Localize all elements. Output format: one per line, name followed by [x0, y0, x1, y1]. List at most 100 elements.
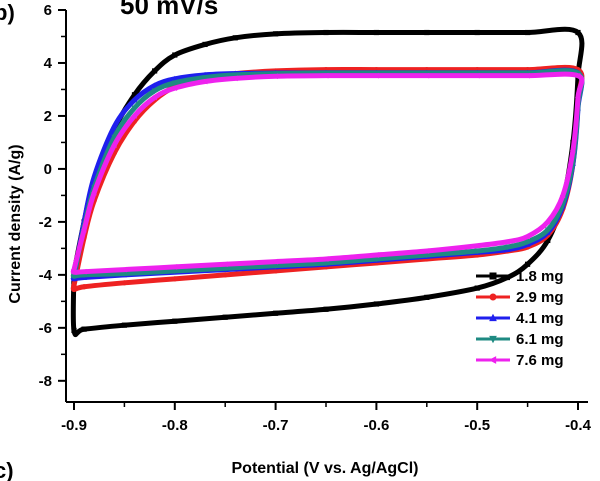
y-tick-label: -4 — [39, 267, 53, 284]
data-point — [474, 248, 481, 255]
data-point — [121, 280, 128, 286]
chart-title: 50 mV/s — [120, 0, 218, 20]
data-point — [272, 263, 279, 269]
data-point — [524, 233, 530, 240]
data-point — [111, 134, 118, 141]
data-point — [222, 314, 228, 320]
y-tick-label: 2 — [44, 108, 52, 125]
legend-swatch-marker — [489, 313, 497, 322]
legend-swatch-marker — [489, 335, 497, 344]
data-point — [172, 276, 178, 282]
legend-label: 7.6 mg — [516, 352, 564, 369]
data-point — [71, 282, 77, 289]
data-point — [272, 73, 278, 80]
plot-area — [70, 26, 585, 337]
data-point — [474, 242, 480, 249]
data-point — [525, 29, 531, 36]
data-point — [273, 268, 279, 274]
y-axis-title: Current density (A/g) — [7, 144, 24, 303]
data-point — [222, 272, 228, 278]
data-point — [569, 147, 576, 154]
data-point — [323, 306, 329, 312]
data-point — [424, 294, 430, 300]
x-tick-label: -0.7 — [263, 417, 289, 434]
data-point — [373, 252, 379, 258]
data-point — [504, 238, 510, 245]
data-point — [574, 72, 581, 79]
data-point — [544, 227, 551, 233]
data-point — [423, 72, 430, 79]
legend-item: 7.6 mg — [476, 352, 564, 369]
data-point — [232, 35, 238, 41]
data-point — [544, 219, 551, 225]
data-point — [111, 142, 117, 148]
legend-item: 6.1 mg — [476, 331, 564, 348]
data-point — [474, 285, 480, 291]
x-tick-label: -0.5 — [464, 417, 490, 434]
data-point — [81, 284, 87, 290]
data-point — [152, 68, 158, 74]
data-point — [151, 82, 158, 88]
data-point — [202, 75, 208, 81]
data-point — [322, 72, 329, 79]
legend: 1.8 mg 2.9 mg 4.1 mg 6.1 mg 7.6 mg — [476, 268, 564, 369]
data-point — [504, 244, 511, 251]
data-point — [80, 226, 87, 233]
y-tick-label: 0 — [44, 161, 52, 178]
data-point — [373, 301, 379, 307]
x-tick-label: -0.6 — [363, 417, 389, 434]
data-point — [524, 239, 531, 245]
panel-tag-bottom: c) — [0, 458, 14, 481]
data-point — [322, 256, 329, 262]
data-point — [222, 261, 228, 268]
data-point — [71, 286, 77, 293]
y-tick-label: -8 — [39, 373, 52, 390]
legend-item: 2.9 mg — [476, 289, 564, 306]
y-tick-label: 4 — [44, 55, 53, 72]
data-point — [373, 256, 380, 263]
data-point — [171, 85, 178, 91]
data-point — [524, 72, 530, 79]
data-point — [151, 94, 157, 101]
x-tick-label: -0.9 — [61, 417, 87, 434]
data-point — [273, 310, 279, 316]
legend-swatch-marker — [489, 272, 497, 280]
data-point — [121, 271, 128, 277]
data-point — [131, 105, 138, 112]
legend-label: 2.9 mg — [516, 289, 564, 306]
data-point — [575, 29, 581, 36]
axes: -0.9 -0.8 -0.7 -0.6 -0.5 -0.4 6 4 2 0 -2 -4 -6 -8 — [39, 2, 592, 434]
series-line — [70, 71, 585, 275]
data-point — [70, 266, 77, 273]
y-tick-label: 6 — [44, 2, 52, 19]
y-tick-label: -6 — [39, 320, 52, 337]
legend-label: 6.1 mg — [516, 331, 564, 348]
x-tick-label: -0.8 — [162, 417, 188, 434]
data-point — [121, 266, 127, 273]
data-point — [171, 268, 178, 275]
data-point — [80, 268, 87, 275]
legend-label: 4.1 mg — [516, 310, 564, 327]
data-point — [131, 96, 138, 103]
data-point — [111, 123, 118, 129]
data-point — [273, 31, 279, 37]
data-point — [373, 72, 379, 79]
data-point — [424, 29, 430, 36]
data-point — [171, 75, 178, 82]
y-tick-label: -2 — [39, 214, 52, 231]
data-point — [131, 113, 137, 119]
data-point — [201, 78, 208, 85]
data-point — [222, 265, 229, 272]
data-point — [172, 52, 178, 58]
data-point — [171, 264, 178, 270]
data-point — [81, 326, 87, 332]
data-point — [172, 318, 178, 324]
data-point — [525, 261, 531, 267]
data-point — [574, 94, 581, 101]
series-7-6-mg — [70, 71, 585, 276]
x-tick-label: -0.4 — [565, 417, 592, 434]
data-point — [474, 29, 480, 36]
data-point — [272, 258, 278, 265]
data-point — [423, 248, 430, 254]
